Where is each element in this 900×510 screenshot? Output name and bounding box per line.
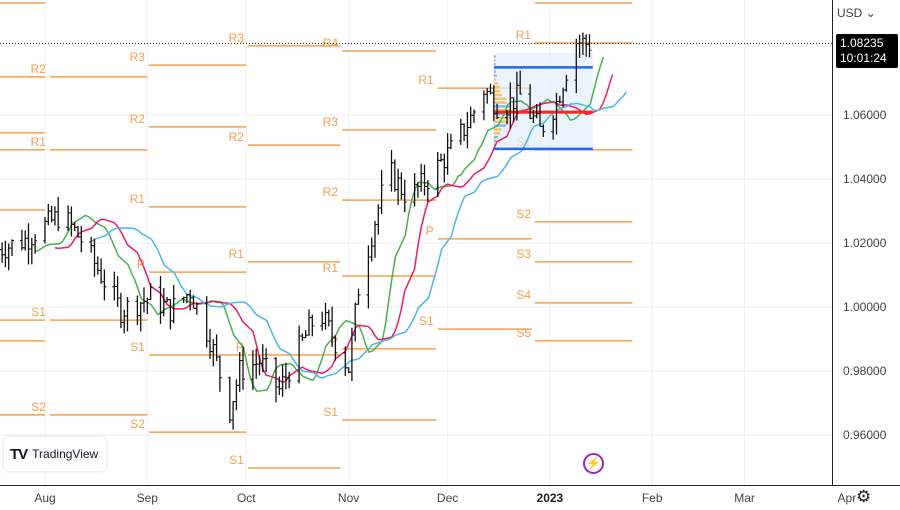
volume-profile-bar (494, 132, 500, 135)
volume-profile-bar (494, 136, 498, 139)
pivot-label: R3 (323, 115, 339, 129)
pivot-label: S2 (516, 207, 531, 221)
price-tick: 1.02000 (843, 236, 886, 250)
lightning-icon[interactable]: ⚡ (583, 453, 604, 474)
pivot-label: S2 (130, 417, 145, 431)
pivot-label: R2 (323, 185, 339, 199)
pivot-label: R2 (229, 130, 245, 144)
price-tick: 0.98000 (843, 364, 886, 378)
price-tick: 1.04000 (843, 172, 886, 186)
volume-profile-bar (494, 78, 496, 81)
pivot-label: S1 (323, 405, 338, 419)
pivot-label: R2 (130, 112, 146, 126)
volume-profile-bar (494, 98, 507, 101)
chevron-down-icon: ⌄ (866, 6, 876, 20)
pivot-label: R1 (229, 247, 245, 261)
price-axis[interactable]: 1.06000 1.04000 1.02000 1.00000 0.98000 0.960… (832, 0, 900, 485)
pivot-label: R2 (31, 62, 47, 76)
pivot-label: R1 (516, 28, 532, 42)
volume-profile-bar (494, 74, 497, 77)
current-price-label: 1.08235 10:01:24 (836, 34, 898, 68)
time-tick: Apr (838, 491, 857, 505)
time-axis[interactable]: Aug Sep Oct Nov Dec 2023 Feb Mar Apr (0, 485, 900, 510)
time-tick: 2023 (537, 491, 564, 505)
volume-profile-bar (494, 55, 496, 58)
tv-logo-icon: TV (10, 446, 27, 463)
volume-profile-bar (494, 128, 501, 131)
volume-profile-bar (494, 63, 496, 66)
tradingview-logo[interactable]: TV TradingView (4, 437, 106, 471)
time-tick: Nov (338, 491, 359, 505)
pivot-label: S3 (516, 247, 531, 261)
pivot-label: R1 (31, 135, 47, 149)
volume-profile-bar (494, 71, 496, 74)
pivot-label: R3 (130, 50, 146, 64)
time-tick: Mar (734, 491, 755, 505)
bar-countdown: 10:01:24 (840, 51, 894, 66)
volume-profile-bar (494, 59, 496, 62)
price-tick: 1.00000 (843, 300, 886, 314)
volume-profile-bar (494, 94, 502, 97)
pivot-label: R1 (418, 73, 434, 87)
pivot-label: S1 (130, 340, 145, 354)
pivot-label: R2 (516, 0, 532, 2)
time-tick: Oct (237, 491, 256, 505)
pivot-label: R1 (130, 192, 146, 206)
price-chart[interactable]: R2R1S1S2R3R2R1PS1S2R3R2R1PS1R4R3R2R1PS1R… (0, 0, 832, 485)
time-tick: Aug (34, 491, 55, 505)
current-price: 1.08235 (840, 36, 894, 51)
volume-profile-bar (494, 101, 507, 104)
volume-profile-bar (494, 90, 500, 93)
settings-gear-icon[interactable]: ⚙ (856, 487, 871, 507)
currency-label: USD (837, 6, 862, 20)
pivot-label: S1 (419, 314, 434, 328)
price-tick: 1.06000 (843, 108, 886, 122)
pivot-label: P (426, 224, 434, 238)
time-tick: Dec (437, 491, 458, 505)
currency-selector[interactable]: USD ⌄ (837, 6, 876, 20)
pivot-label: S2 (31, 400, 46, 414)
volume-profile-bar (494, 86, 500, 89)
pivot-label: S4 (516, 288, 531, 302)
pivot-label: S1 (229, 453, 244, 467)
volume-profile-bar (494, 82, 499, 85)
volume-profile-bar (494, 105, 512, 108)
time-tick: Sep (137, 491, 158, 505)
pivot-label: S5 (516, 326, 531, 340)
volume-profile-bar (494, 140, 496, 143)
price-tick: 0.96000 (843, 428, 886, 442)
time-tick: Feb (642, 491, 663, 505)
logo-text: TradingView (32, 447, 98, 461)
pivot-label: R3 (229, 31, 245, 45)
pivot-label: R1 (323, 261, 339, 275)
pivot-label: S1 (31, 305, 46, 319)
